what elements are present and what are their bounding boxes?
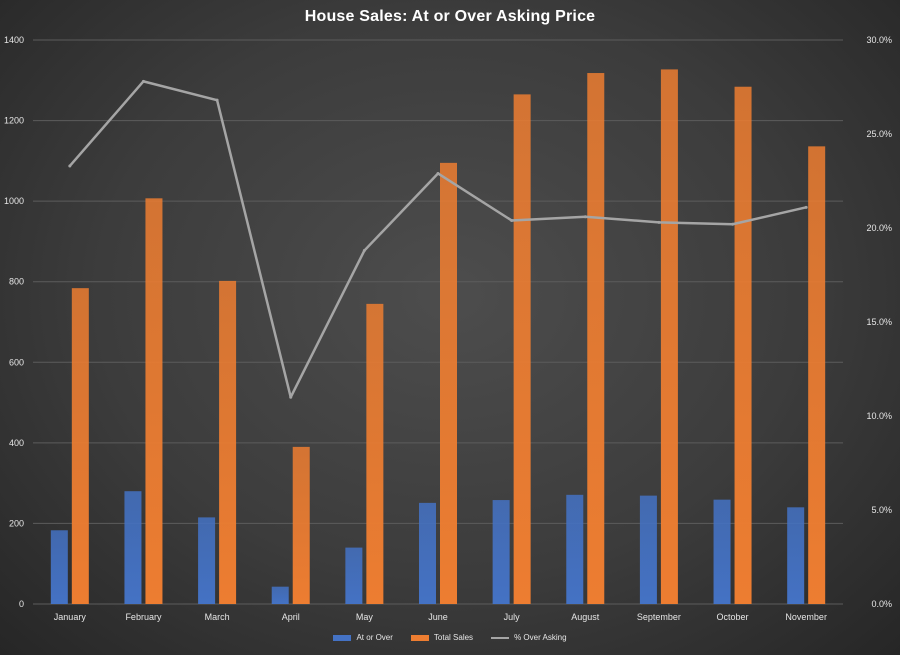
y-left-tick-label: 1000 [4, 196, 24, 206]
line-over-asking [68, 80, 807, 399]
y-right-tick-label: 20.0% [866, 223, 892, 233]
bar-at-or-over-november [787, 507, 805, 604]
point-over-asking-august [583, 215, 587, 219]
bar-total-sales-july [513, 94, 531, 604]
bar-at-or-over-october [713, 499, 731, 604]
point-over-asking-october [731, 222, 735, 226]
x-tick-label-january: January [54, 612, 87, 622]
bar-total-sales-march [219, 280, 237, 604]
y-left-tick-label: 0 [19, 599, 24, 609]
bar-at-or-over-may [345, 547, 363, 604]
x-tick-label-october: October [717, 612, 749, 622]
bar-total-sales-june [440, 162, 457, 604]
point-over-asking-november [804, 205, 808, 209]
point-over-asking-may [362, 249, 366, 253]
point-over-asking-april [289, 395, 293, 399]
y-left-tick-label: 1400 [4, 35, 24, 45]
y-left-tick-label: 400 [9, 438, 24, 448]
point-over-asking-july [510, 218, 514, 222]
y-right-tick-label: 25.0% [866, 129, 892, 139]
bar-total-sales-february [145, 198, 163, 604]
x-tick-label-march: March [205, 612, 230, 622]
legend-label-at-or-over: At or Over [356, 633, 393, 642]
bar-total-sales-april [292, 446, 310, 604]
y-right-tick-label: 30.0% [866, 35, 892, 45]
legend: At or Over Total Sales % Over Asking [0, 633, 900, 642]
point-over-asking-september [657, 220, 661, 224]
y-left-tick-label: 800 [9, 277, 24, 287]
bar-at-or-over-february [124, 491, 142, 604]
point-over-asking-march [215, 98, 219, 102]
point-over-asking-june [436, 171, 440, 175]
legend-label-pct-over-asking: % Over Asking [514, 633, 567, 642]
chart-title: House Sales: At or Over Asking Price [304, 8, 596, 25]
y-right-tick-label: 10.0% [866, 411, 892, 421]
y-left-tick-label: 200 [9, 518, 24, 528]
bar-at-or-over-march [198, 517, 216, 604]
x-tick-label-february: February [125, 612, 162, 622]
bar-total-sales-august [587, 73, 605, 604]
x-tick-label-june: June [428, 612, 448, 622]
bar-total-sales-september [660, 69, 678, 604]
bar-at-or-over-august [566, 494, 584, 604]
y-right-tick-label: 0.0% [871, 599, 892, 609]
x-tick-label-november: November [785, 612, 827, 622]
y-left-tick-label: 600 [9, 357, 24, 367]
point-over-asking-january [68, 164, 72, 168]
bar-at-or-over-january [50, 530, 68, 604]
bar-at-or-over-april [271, 586, 289, 604]
x-tick-label-may: May [356, 612, 374, 622]
bar-total-sales-october [734, 86, 752, 604]
legend-swatch-pct-over-asking [491, 636, 510, 639]
bar-at-or-over-september [639, 495, 657, 604]
legend-swatch-at-or-over [333, 634, 352, 641]
bar-total-sales-january [71, 288, 89, 604]
legend-item-at-or-over: At or Over [333, 633, 393, 642]
x-tick-label-july: July [504, 612, 521, 622]
bar-at-or-over-july [492, 500, 510, 604]
legend-item-pct-over-asking: % Over Asking [491, 633, 567, 642]
bar-total-sales-may [366, 303, 384, 604]
legend-item-total-sales: Total Sales [410, 633, 474, 642]
legend-swatch-total-sales [410, 634, 429, 641]
bar-total-sales-november [808, 146, 826, 604]
legend-label-total-sales: Total Sales [433, 633, 474, 642]
x-tick-label-april: April [282, 612, 300, 622]
y-right-tick-label: 5.0% [871, 505, 892, 515]
point-over-asking-february [141, 79, 145, 83]
y-right-tick-label: 15.0% [866, 317, 892, 327]
x-tick-label-september: September [637, 612, 681, 622]
bar-at-or-over-june [419, 502, 436, 604]
y-left-tick-label: 1200 [4, 116, 24, 126]
x-tick-label-august: August [571, 612, 600, 622]
